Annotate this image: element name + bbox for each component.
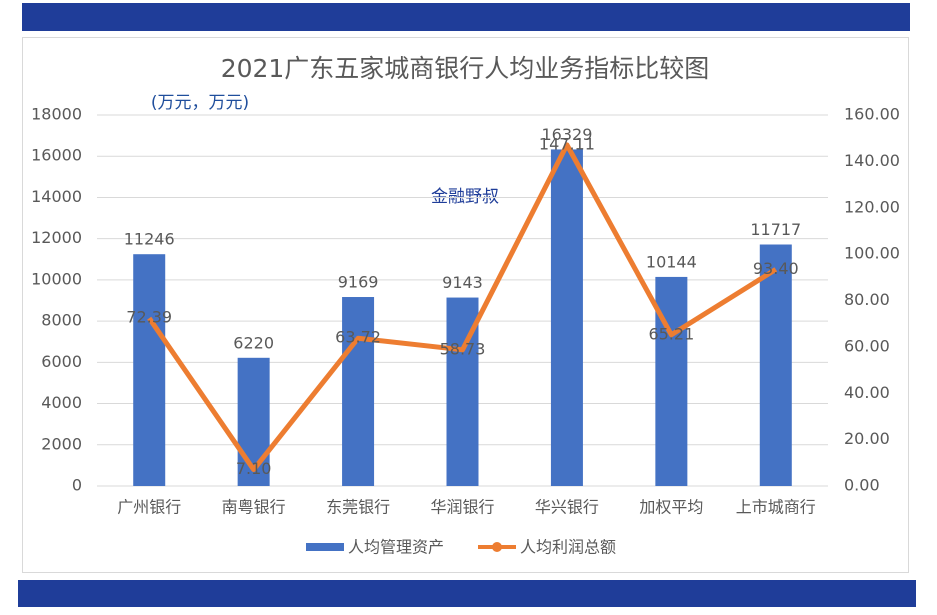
legend-label: 人均利润总额 — [520, 538, 616, 557]
y-tick-label: 4000 — [41, 393, 82, 412]
y2-tick-label: 80.00 — [844, 290, 890, 309]
y2-tick-label: 40.00 — [844, 383, 890, 402]
line-value-label: 7.10 — [236, 459, 272, 478]
y2-tick-label: 100.00 — [844, 244, 900, 263]
line-value-label: 63.72 — [335, 328, 381, 347]
line-value-label: 58.73 — [440, 339, 486, 358]
x-tick-label: 南粤银行 — [222, 498, 286, 517]
unit-note: (万元，万元) — [151, 93, 249, 113]
y-tick-label: 12000 — [31, 228, 82, 247]
line — [147, 142, 778, 473]
line-value-label: 93.40 — [753, 259, 799, 278]
bar — [655, 276, 688, 486]
y-tick-label: 2000 — [41, 434, 82, 453]
legend-label: 人均管理资产 — [348, 538, 444, 557]
y2-tick-label: 160.00 — [844, 105, 900, 124]
bar-value-label: 6220 — [233, 333, 274, 352]
line-value-label: 147.11 — [539, 134, 595, 153]
legend-swatch — [306, 543, 344, 551]
bar-value-label: 16329 — [541, 125, 592, 144]
bar — [237, 357, 270, 486]
y-tick-label: 16000 — [31, 146, 82, 165]
bar — [550, 149, 583, 486]
bar — [759, 244, 792, 486]
line-value-label: 72.39 — [126, 308, 172, 327]
y-tick-label: 10000 — [31, 269, 82, 288]
bar-value-label: 9143 — [442, 273, 483, 292]
bar-value-label: 11246 — [124, 230, 175, 249]
y2-tick-label: 60.00 — [844, 336, 890, 355]
top-band — [22, 3, 910, 31]
chart-title: 2021广东五家城商银行人均业务指标比较图 — [221, 54, 710, 83]
bar-value-label: 11717 — [750, 220, 801, 239]
y-tick-label: 6000 — [41, 352, 82, 371]
legend-marker — [492, 542, 502, 552]
bottom-band — [18, 580, 916, 607]
x-tick-label: 上市城商行 — [736, 498, 816, 517]
x-tick-label: 广州银行 — [117, 498, 181, 517]
bar — [133, 254, 166, 486]
y-tick-label: 18000 — [31, 105, 82, 124]
x-tick-label: 加权平均 — [639, 498, 703, 517]
y-tick-label: 8000 — [41, 311, 82, 330]
x-tick-label: 华兴银行 — [535, 498, 599, 517]
line-value-label: 65.21 — [648, 324, 694, 343]
y-tick-label: 14000 — [31, 187, 82, 206]
x-tick-label: 东莞银行 — [326, 498, 390, 517]
y2-tick-label: 120.00 — [844, 197, 900, 216]
y2-tick-label: 140.00 — [844, 151, 900, 170]
x-tick-label: 华润银行 — [430, 498, 494, 517]
y2-tick-label: 0.00 — [844, 476, 880, 495]
y-tick-label: 0 — [72, 476, 82, 495]
bar-value-label: 10144 — [646, 252, 697, 271]
y2-tick-label: 20.00 — [844, 429, 890, 448]
bar — [342, 297, 375, 486]
bar-value-label: 9169 — [338, 273, 379, 292]
